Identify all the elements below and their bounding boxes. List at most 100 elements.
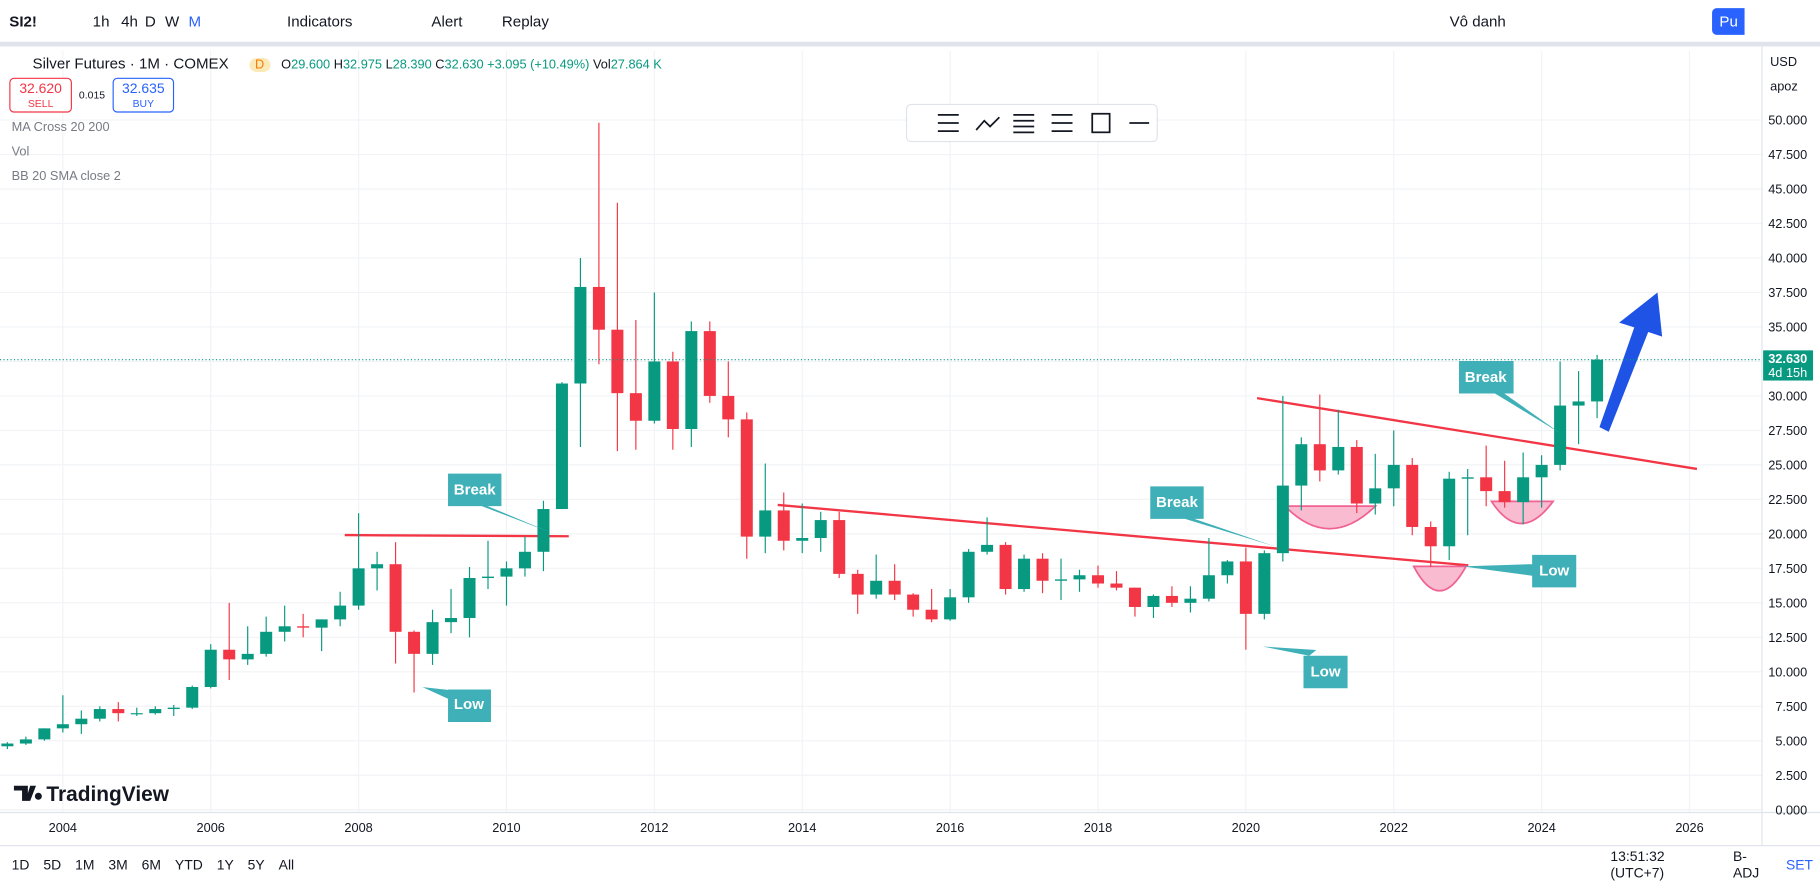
- x-tick-label: 2026: [1675, 820, 1703, 835]
- arc: [1489, 500, 1555, 525]
- candle-body: [1239, 561, 1252, 614]
- range[interactable]: 5D: [43, 856, 62, 873]
- candle-body: [962, 551, 975, 598]
- tool-icon[interactable]: [937, 114, 959, 133]
- publish-button[interactable]: Pu: [1712, 7, 1745, 35]
- replay-button[interactable]: Replay: [501, 12, 549, 30]
- range[interactable]: 3M: [108, 856, 128, 873]
- candle-body: [371, 564, 384, 569]
- candle-body: [130, 713, 143, 715]
- buy-price: 32.635: [122, 80, 165, 97]
- range[interactable]: YTD: [174, 856, 203, 873]
- y-tick-label: 47.500: [1768, 147, 1807, 162]
- clock: 13:51:32 (UTC+7): [1610, 848, 1665, 881]
- interval[interactable]: 4h: [121, 12, 138, 30]
- candle-body: [75, 718, 88, 725]
- y-tick-label: 15.000: [1768, 595, 1807, 610]
- account[interactable]: Vô danh: [1449, 12, 1506, 30]
- y-tick-label: 35.000: [1768, 320, 1807, 335]
- callout: [1150, 486, 1276, 547]
- spread: 0.015: [78, 89, 106, 101]
- range[interactable]: 1D: [11, 856, 30, 873]
- candle-body: [999, 544, 1012, 590]
- callout: [422, 687, 491, 722]
- range[interactable]: 6M: [141, 856, 161, 873]
- candle-body: [833, 520, 846, 574]
- y-tick-label: 12.500: [1768, 630, 1807, 645]
- session[interactable]: SET: [1785, 856, 1814, 873]
- buy-button[interactable]: 32.635 BUY: [112, 77, 175, 113]
- currency[interactable]: USD: [1770, 55, 1798, 70]
- x-tick-label: 2004: [49, 820, 77, 835]
- range[interactable]: All: [278, 856, 295, 873]
- y-tick-label: 40.000: [1768, 251, 1807, 266]
- range[interactable]: 1Y: [216, 856, 234, 873]
- adjust[interactable]: B-ADJ: [1732, 848, 1760, 881]
- candle-body: [1036, 558, 1049, 581]
- candle-body: [1332, 446, 1345, 471]
- callout-text: Break: [1465, 369, 1508, 386]
- callout-text: Low: [454, 696, 484, 713]
- candle-body: [1110, 583, 1123, 588]
- candle-body: [722, 395, 735, 420]
- x-tick-label: 2024: [1527, 820, 1555, 835]
- indicator[interactable]: BB 20 SMA close 2: [11, 169, 121, 184]
- tool-icon[interactable]: [975, 116, 1000, 131]
- candle-body: [1591, 359, 1604, 402]
- grid: [0, 51, 1762, 813]
- tool-icon[interactable]: [1051, 114, 1073, 133]
- candle-body: [555, 383, 568, 510]
- x-tick-label: 2010: [492, 820, 520, 835]
- candle-body: [223, 649, 236, 660]
- candle-body: [352, 568, 365, 606]
- scale-mode[interactable]: apoz: [1770, 80, 1798, 95]
- interval[interactable]: 1h: [92, 12, 110, 30]
- candle-body: [888, 580, 901, 595]
- candle-body: [315, 619, 328, 628]
- logo: TradingView: [13, 783, 170, 806]
- candle-body: [1276, 485, 1289, 554]
- candle-body: [1443, 478, 1456, 547]
- candle-body: [574, 286, 587, 384]
- candle-body: [1572, 401, 1585, 406]
- ohlc-value: 27.864 K: [610, 58, 662, 72]
- alert-button[interactable]: Alert: [431, 12, 463, 30]
- range[interactable]: 1M: [75, 856, 95, 873]
- indicator[interactable]: MA Cross 20 200: [11, 120, 110, 135]
- candle-body: [759, 510, 772, 537]
- callouts: Break Low Break Low Low Break: [422, 360, 1577, 722]
- y-tick-label: 30.000: [1768, 389, 1807, 404]
- indicators-button[interactable]: Indicators: [287, 12, 353, 30]
- sell-button[interactable]: 32.620 SELL: [9, 77, 72, 113]
- candle-body: [186, 686, 199, 708]
- candle-body: [1461, 477, 1474, 479]
- y-tick-label: 20.000: [1768, 527, 1807, 542]
- candle-body: [334, 605, 347, 620]
- symbol[interactable]: SI2!: [9, 12, 37, 30]
- tool-icon[interactable]: [1013, 114, 1035, 134]
- x-tick-label: 2006: [197, 820, 225, 835]
- candle-body: [740, 419, 753, 537]
- x-tick-label: 2016: [936, 820, 964, 835]
- interval[interactable]: W: [165, 12, 180, 30]
- axes: 0.000 2.500 5.000 7.500 10.000 12.500 15.000 17…: [0, 46, 1820, 845]
- ohlc-value: 32.975: [342, 58, 383, 72]
- candle-body: [241, 653, 254, 660]
- ohlc-value: 29.600: [291, 58, 331, 72]
- interval[interactable]: D: [144, 12, 156, 30]
- indicator[interactable]: Vol: [11, 145, 30, 160]
- candle-body: [112, 709, 125, 714]
- tool-icon[interactable]: [1091, 112, 1111, 134]
- interval[interactable]: M: [188, 12, 202, 30]
- candle-body: [167, 707, 180, 710]
- arrow: [1599, 292, 1663, 432]
- ohlc-value: 32.630: [444, 58, 484, 72]
- candle-body: [1350, 446, 1363, 504]
- x-tick-label: 2014: [788, 820, 816, 835]
- range[interactable]: 5Y: [247, 856, 265, 873]
- drawing-toolbar: [905, 103, 1158, 143]
- candle-body: [408, 631, 421, 654]
- candle-body: [611, 329, 624, 394]
- sell-price: 32.620: [19, 80, 62, 97]
